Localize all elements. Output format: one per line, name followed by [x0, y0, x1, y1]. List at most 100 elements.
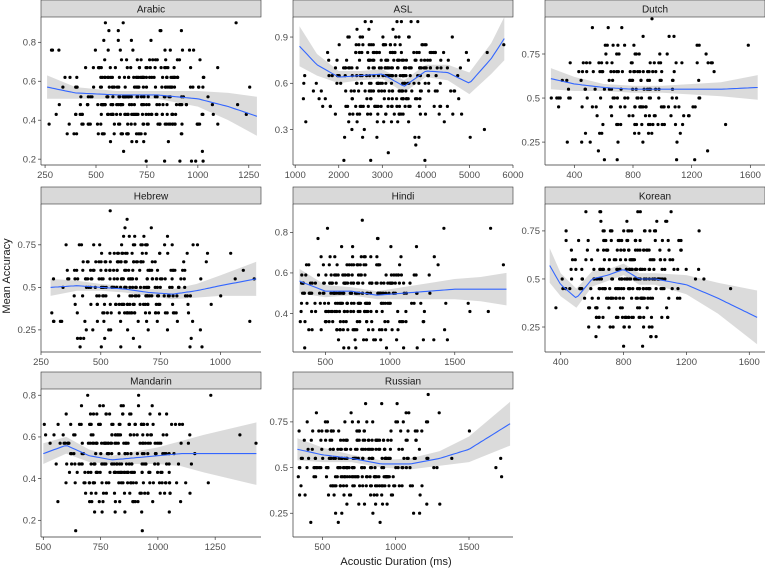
data-point	[615, 248, 619, 252]
data-point	[369, 158, 373, 162]
data-point	[633, 131, 637, 135]
smooth-line-hindi	[299, 280, 507, 296]
data-point	[117, 452, 121, 456]
data-point	[658, 258, 663, 262]
data-point	[140, 243, 144, 247]
x-tick-label: 500	[88, 170, 104, 181]
data-point	[72, 268, 77, 272]
data-point	[389, 74, 393, 78]
data-point	[450, 35, 454, 39]
data-point	[313, 301, 317, 305]
data-point	[319, 438, 323, 442]
data-point	[432, 255, 436, 259]
data-point	[133, 311, 137, 315]
data-point	[147, 103, 151, 107]
data-point	[398, 263, 402, 267]
data-point	[153, 285, 157, 289]
data-point	[646, 70, 650, 74]
data-point	[114, 470, 118, 474]
data-point	[305, 420, 309, 424]
data-point	[302, 438, 306, 442]
data-point	[362, 127, 366, 132]
x-tick-label: 6000	[502, 170, 523, 181]
data-point	[600, 287, 605, 291]
x-tick-label: 750	[93, 542, 109, 553]
data-point	[643, 229, 647, 233]
data-point	[704, 52, 708, 56]
data-point	[366, 309, 370, 314]
x-tick-label: 4000	[415, 170, 436, 181]
data-point	[651, 122, 655, 127]
data-point	[128, 412, 132, 416]
data-point	[404, 89, 408, 93]
data-point	[620, 26, 624, 30]
data-point	[627, 325, 631, 329]
data-point	[628, 78, 632, 82]
data-point	[103, 103, 107, 107]
data-point	[200, 112, 204, 116]
data-point	[709, 61, 713, 65]
data-point	[395, 104, 399, 108]
data-point	[654, 335, 658, 339]
data-point	[620, 70, 625, 74]
data-point	[630, 229, 634, 233]
data-point	[115, 103, 119, 107]
data-point	[662, 122, 667, 127]
data-point	[608, 287, 612, 291]
data-point	[352, 301, 356, 305]
data-point	[390, 97, 394, 101]
data-point	[121, 277, 125, 281]
data-point	[64, 412, 68, 416]
data-point	[697, 78, 701, 82]
data-point	[137, 393, 141, 397]
data-point	[100, 510, 104, 514]
data-point	[108, 277, 112, 281]
data-point	[142, 140, 146, 144]
data-point	[130, 112, 134, 116]
data-point	[99, 345, 103, 349]
x-tick-label: 800	[616, 357, 632, 368]
data-point	[634, 238, 638, 243]
data-point	[168, 122, 172, 126]
data-point	[369, 466, 374, 470]
data-point	[127, 75, 131, 79]
data-point	[336, 273, 340, 277]
data-point	[164, 58, 168, 62]
data-point	[116, 29, 120, 33]
y-tick-label: 0.25	[18, 325, 37, 336]
data-point	[76, 277, 80, 281]
data-point	[468, 135, 472, 139]
data-point	[364, 475, 369, 479]
data-point	[605, 296, 609, 300]
data-point	[94, 452, 98, 456]
data-point	[145, 122, 149, 126]
data-point	[650, 258, 654, 262]
data-point	[382, 120, 386, 124]
smooth-line-russian	[297, 423, 511, 465]
data-point	[432, 338, 436, 342]
data-point	[342, 281, 346, 285]
data-point	[615, 52, 619, 56]
data-point	[408, 466, 412, 470]
data-point	[79, 243, 84, 247]
data-point	[84, 66, 88, 70]
data-point	[412, 301, 416, 305]
data-point	[73, 277, 77, 281]
data-point	[386, 301, 390, 305]
data-point	[333, 66, 338, 70]
data-point	[133, 243, 137, 247]
data-point	[108, 260, 112, 264]
data-point	[408, 281, 412, 285]
data-point	[201, 159, 205, 163]
data-point	[130, 251, 134, 255]
data-point	[99, 103, 103, 107]
data-point	[149, 38, 153, 43]
data-point	[394, 74, 398, 78]
data-point	[78, 103, 82, 107]
data-point	[74, 112, 78, 116]
data-point	[168, 481, 172, 485]
y-tick-label: 0.2	[23, 516, 36, 527]
data-point	[633, 248, 638, 252]
data-point	[588, 306, 592, 310]
data-point	[369, 255, 373, 259]
